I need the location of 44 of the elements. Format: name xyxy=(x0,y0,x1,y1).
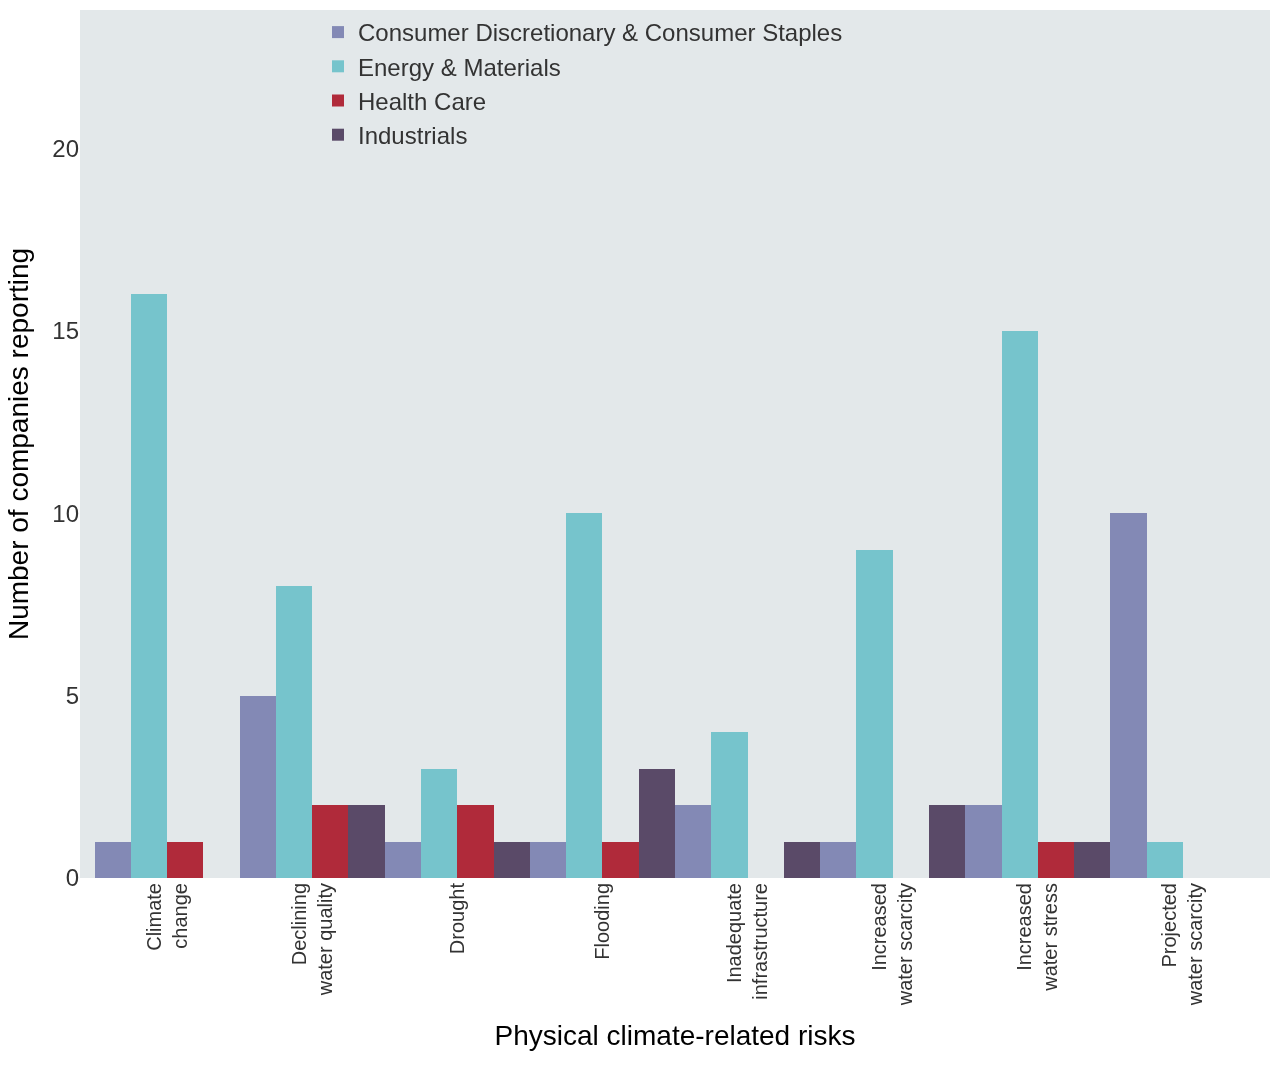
bar xyxy=(1038,842,1074,878)
x-tick-label: Inadequate infrastructure xyxy=(723,883,772,1000)
legend-label: Energy & Materials xyxy=(358,53,561,81)
bar xyxy=(1147,842,1183,878)
bar xyxy=(965,805,1002,878)
bar xyxy=(929,805,965,878)
legend-label: Industrials xyxy=(358,122,468,150)
bar xyxy=(675,805,711,878)
bar xyxy=(1002,331,1038,878)
y-tick-label: 0 xyxy=(65,864,79,892)
legend-label: Health Care xyxy=(358,87,487,115)
bar xyxy=(167,842,203,878)
y-tick-label: 10 xyxy=(52,499,79,527)
bar xyxy=(1074,842,1110,878)
y-axis-title: Number of companies reporting xyxy=(3,247,34,641)
bar xyxy=(276,586,312,878)
bar xyxy=(602,842,639,878)
x-tick-label: Climate change xyxy=(142,883,191,951)
y-tick-label: 5 xyxy=(65,682,79,710)
bar xyxy=(457,805,494,878)
bar xyxy=(566,513,602,878)
bar xyxy=(95,842,131,878)
bar xyxy=(1110,513,1147,878)
bar xyxy=(530,842,566,878)
x-axis-title: Physical climate-related risks xyxy=(494,1020,856,1052)
legend-label: Consumer Discretionary & Consumer Staples xyxy=(358,19,843,47)
bar xyxy=(385,842,421,878)
y-tick-label: 20 xyxy=(52,134,79,162)
bar xyxy=(348,805,385,878)
bar xyxy=(494,842,530,878)
bar xyxy=(312,805,348,878)
bar xyxy=(784,842,820,878)
bar xyxy=(820,842,856,878)
bar xyxy=(639,769,675,878)
bar xyxy=(711,732,748,878)
x-tick-label: Increased water stress xyxy=(1013,883,1062,992)
bar xyxy=(131,294,167,878)
x-tick-label: Flooding xyxy=(590,883,613,960)
x-tick-label: Drought xyxy=(445,882,468,955)
bar xyxy=(240,696,276,878)
bar xyxy=(856,550,893,878)
y-tick-label: 15 xyxy=(52,317,79,345)
bar xyxy=(421,769,457,878)
x-tick-label: Declining water quality xyxy=(287,883,336,997)
